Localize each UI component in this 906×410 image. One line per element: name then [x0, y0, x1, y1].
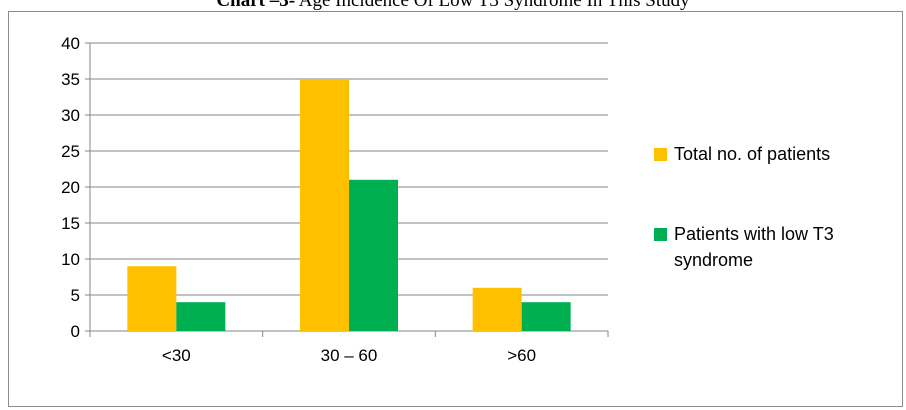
x-tick-label: 30 – 60 [321, 346, 378, 365]
y-tick-label: 5 [71, 286, 80, 305]
y-tick-label: 15 [61, 214, 80, 233]
y-tick-label: 20 [61, 178, 80, 197]
legend-swatch [654, 148, 667, 161]
y-tick-label: 10 [61, 250, 80, 269]
legend-label: Patients with low T3 syndrome [674, 224, 834, 270]
chart-title-prefix: Chart –3- [216, 0, 296, 11]
bar [300, 79, 349, 331]
chart-frame [8, 11, 903, 407]
bar [472, 287, 522, 331]
x-tick-label: <30 [162, 346, 191, 365]
bar [176, 302, 226, 331]
y-tick-label: 30 [61, 106, 80, 125]
y-tick-label: 25 [61, 142, 80, 161]
y-tick-label: 40 [61, 34, 80, 53]
chart-title: Chart –3- Age Incidence Of Low T3 Syndro… [0, 0, 906, 12]
y-tick-label: 0 [71, 322, 80, 341]
x-tick-label: >60 [507, 346, 536, 365]
legend-label: Total no. of patients [674, 144, 830, 164]
bar [127, 266, 177, 331]
chart-title-text: Age Incidence Of Low T3 Syndrome In This… [295, 0, 690, 11]
bar [521, 302, 571, 331]
y-tick-label: 35 [61, 70, 80, 89]
legend-swatch [654, 228, 667, 241]
bar [349, 179, 398, 331]
